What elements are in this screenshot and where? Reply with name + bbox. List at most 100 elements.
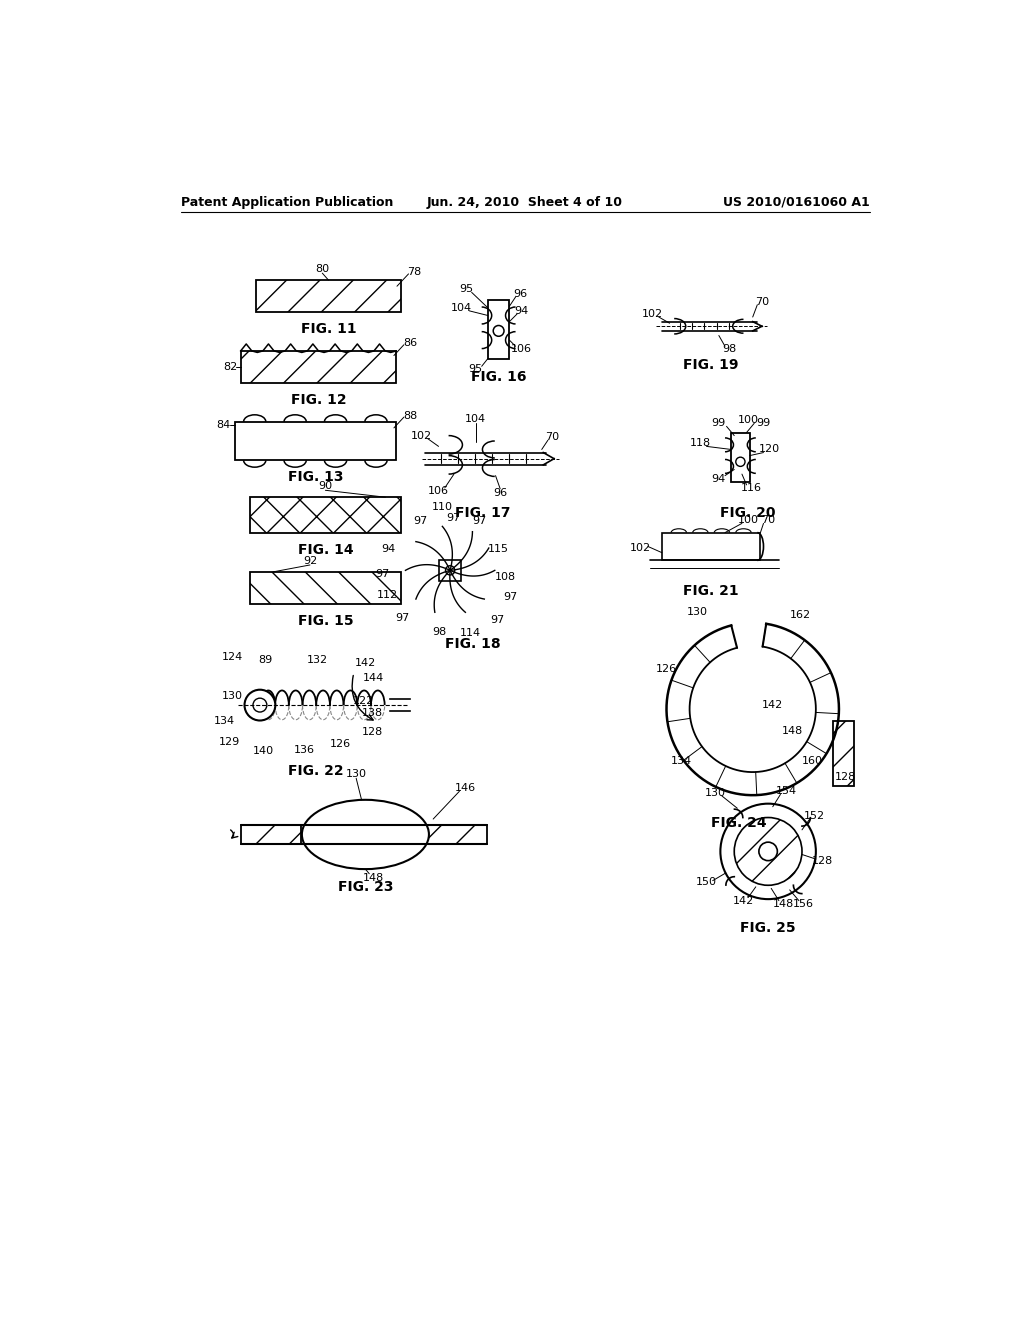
Text: 95: 95 bbox=[459, 284, 473, 294]
Text: 104: 104 bbox=[465, 413, 486, 424]
Text: Jun. 24, 2010  Sheet 4 of 10: Jun. 24, 2010 Sheet 4 of 10 bbox=[427, 195, 623, 209]
Text: 146: 146 bbox=[455, 783, 476, 793]
Ellipse shape bbox=[302, 800, 429, 869]
Text: 154: 154 bbox=[776, 787, 797, 796]
Circle shape bbox=[253, 698, 267, 711]
Text: 142: 142 bbox=[354, 657, 376, 668]
Text: FIG. 11: FIG. 11 bbox=[301, 322, 356, 337]
Text: 97: 97 bbox=[395, 612, 410, 623]
Text: 126: 126 bbox=[656, 664, 677, 675]
Circle shape bbox=[245, 690, 275, 721]
Text: FIG. 20: FIG. 20 bbox=[720, 506, 776, 520]
Text: 100: 100 bbox=[737, 515, 759, 525]
Text: 110: 110 bbox=[432, 502, 453, 512]
Bar bbox=[487, 300, 509, 359]
Text: 104: 104 bbox=[452, 302, 472, 313]
Text: 99: 99 bbox=[757, 418, 771, 428]
Text: 134: 134 bbox=[672, 756, 692, 767]
Bar bbox=[234, 422, 396, 461]
Text: FIG. 17: FIG. 17 bbox=[456, 506, 511, 520]
Text: FIG. 18: FIG. 18 bbox=[445, 636, 501, 651]
Text: 130: 130 bbox=[346, 770, 367, 779]
Bar bbox=[250, 572, 400, 605]
Text: FIG. 23: FIG. 23 bbox=[338, 880, 393, 894]
Text: 100: 100 bbox=[737, 416, 759, 425]
Text: 96: 96 bbox=[513, 289, 527, 298]
Text: 102: 102 bbox=[642, 309, 664, 319]
Text: 120: 120 bbox=[759, 445, 780, 454]
Text: 116: 116 bbox=[740, 483, 762, 492]
Text: 130: 130 bbox=[222, 690, 243, 701]
Text: 140: 140 bbox=[253, 746, 273, 756]
Text: 122: 122 bbox=[352, 696, 374, 706]
Text: 94: 94 bbox=[712, 474, 726, 483]
Text: 97: 97 bbox=[490, 615, 505, 626]
Text: FIG. 13: FIG. 13 bbox=[288, 470, 343, 484]
Text: FIG. 22: FIG. 22 bbox=[288, 763, 343, 777]
Bar bbox=[241, 351, 396, 383]
Text: 70: 70 bbox=[761, 515, 775, 525]
Circle shape bbox=[734, 817, 802, 886]
Text: 144: 144 bbox=[362, 673, 384, 684]
Circle shape bbox=[494, 326, 504, 337]
Text: 97: 97 bbox=[472, 516, 486, 527]
Bar bbox=[241, 825, 301, 843]
Text: 108: 108 bbox=[495, 572, 516, 582]
Text: 82: 82 bbox=[223, 362, 237, 372]
Text: 129: 129 bbox=[218, 737, 240, 747]
Text: 162: 162 bbox=[790, 610, 811, 620]
Bar bbox=[731, 433, 750, 482]
Text: 90: 90 bbox=[318, 482, 333, 491]
Text: 150: 150 bbox=[696, 878, 717, 887]
Text: 112: 112 bbox=[377, 590, 397, 601]
Text: 130: 130 bbox=[706, 788, 726, 797]
Text: 114: 114 bbox=[460, 628, 480, 639]
Text: 89: 89 bbox=[258, 656, 272, 665]
Text: 152: 152 bbox=[804, 810, 825, 821]
Text: 115: 115 bbox=[487, 544, 508, 554]
Text: 148: 148 bbox=[782, 726, 804, 735]
Bar bbox=[439, 560, 461, 581]
Text: 88: 88 bbox=[403, 411, 417, 421]
Circle shape bbox=[445, 566, 455, 576]
Text: 148: 148 bbox=[773, 899, 795, 908]
Text: 126: 126 bbox=[330, 739, 350, 748]
Bar bbox=[662, 533, 761, 561]
Text: 98: 98 bbox=[723, 345, 736, 354]
Text: 80: 80 bbox=[315, 264, 330, 275]
Text: 132: 132 bbox=[306, 656, 328, 665]
Text: 138: 138 bbox=[361, 708, 383, 718]
Text: FIG. 24: FIG. 24 bbox=[711, 816, 767, 830]
Text: 98: 98 bbox=[432, 627, 446, 638]
FancyArrowPatch shape bbox=[352, 676, 373, 719]
Text: FIG. 14: FIG. 14 bbox=[298, 543, 353, 557]
Text: Patent Application Publication: Patent Application Publication bbox=[180, 195, 393, 209]
Text: FIG. 25: FIG. 25 bbox=[740, 921, 796, 936]
Text: US 2010/0161060 A1: US 2010/0161060 A1 bbox=[723, 195, 869, 209]
Circle shape bbox=[720, 804, 816, 899]
Text: 94: 94 bbox=[515, 306, 528, 315]
Text: 84: 84 bbox=[217, 420, 230, 430]
Text: 102: 102 bbox=[411, 430, 432, 441]
Bar bbox=[256, 280, 400, 313]
Text: FIG. 12: FIG. 12 bbox=[291, 393, 346, 407]
Text: FIG. 19: FIG. 19 bbox=[683, 358, 738, 372]
Text: 136: 136 bbox=[294, 744, 315, 755]
FancyArrowPatch shape bbox=[230, 830, 238, 838]
Text: 160: 160 bbox=[802, 756, 823, 767]
Text: 96: 96 bbox=[494, 487, 507, 498]
Text: 102: 102 bbox=[630, 543, 651, 553]
Text: 128: 128 bbox=[361, 727, 383, 737]
Circle shape bbox=[736, 457, 745, 466]
Text: 106: 106 bbox=[511, 345, 532, 354]
Text: 97: 97 bbox=[375, 569, 389, 579]
Text: 92: 92 bbox=[303, 556, 317, 566]
Text: 94: 94 bbox=[381, 544, 395, 554]
Text: 99: 99 bbox=[712, 418, 726, 428]
Text: 142: 142 bbox=[733, 896, 754, 906]
Text: 97: 97 bbox=[446, 513, 461, 523]
Text: 106: 106 bbox=[428, 486, 450, 496]
Text: 130: 130 bbox=[687, 607, 708, 616]
Bar bbox=[833, 721, 854, 785]
Text: 142: 142 bbox=[762, 700, 783, 710]
